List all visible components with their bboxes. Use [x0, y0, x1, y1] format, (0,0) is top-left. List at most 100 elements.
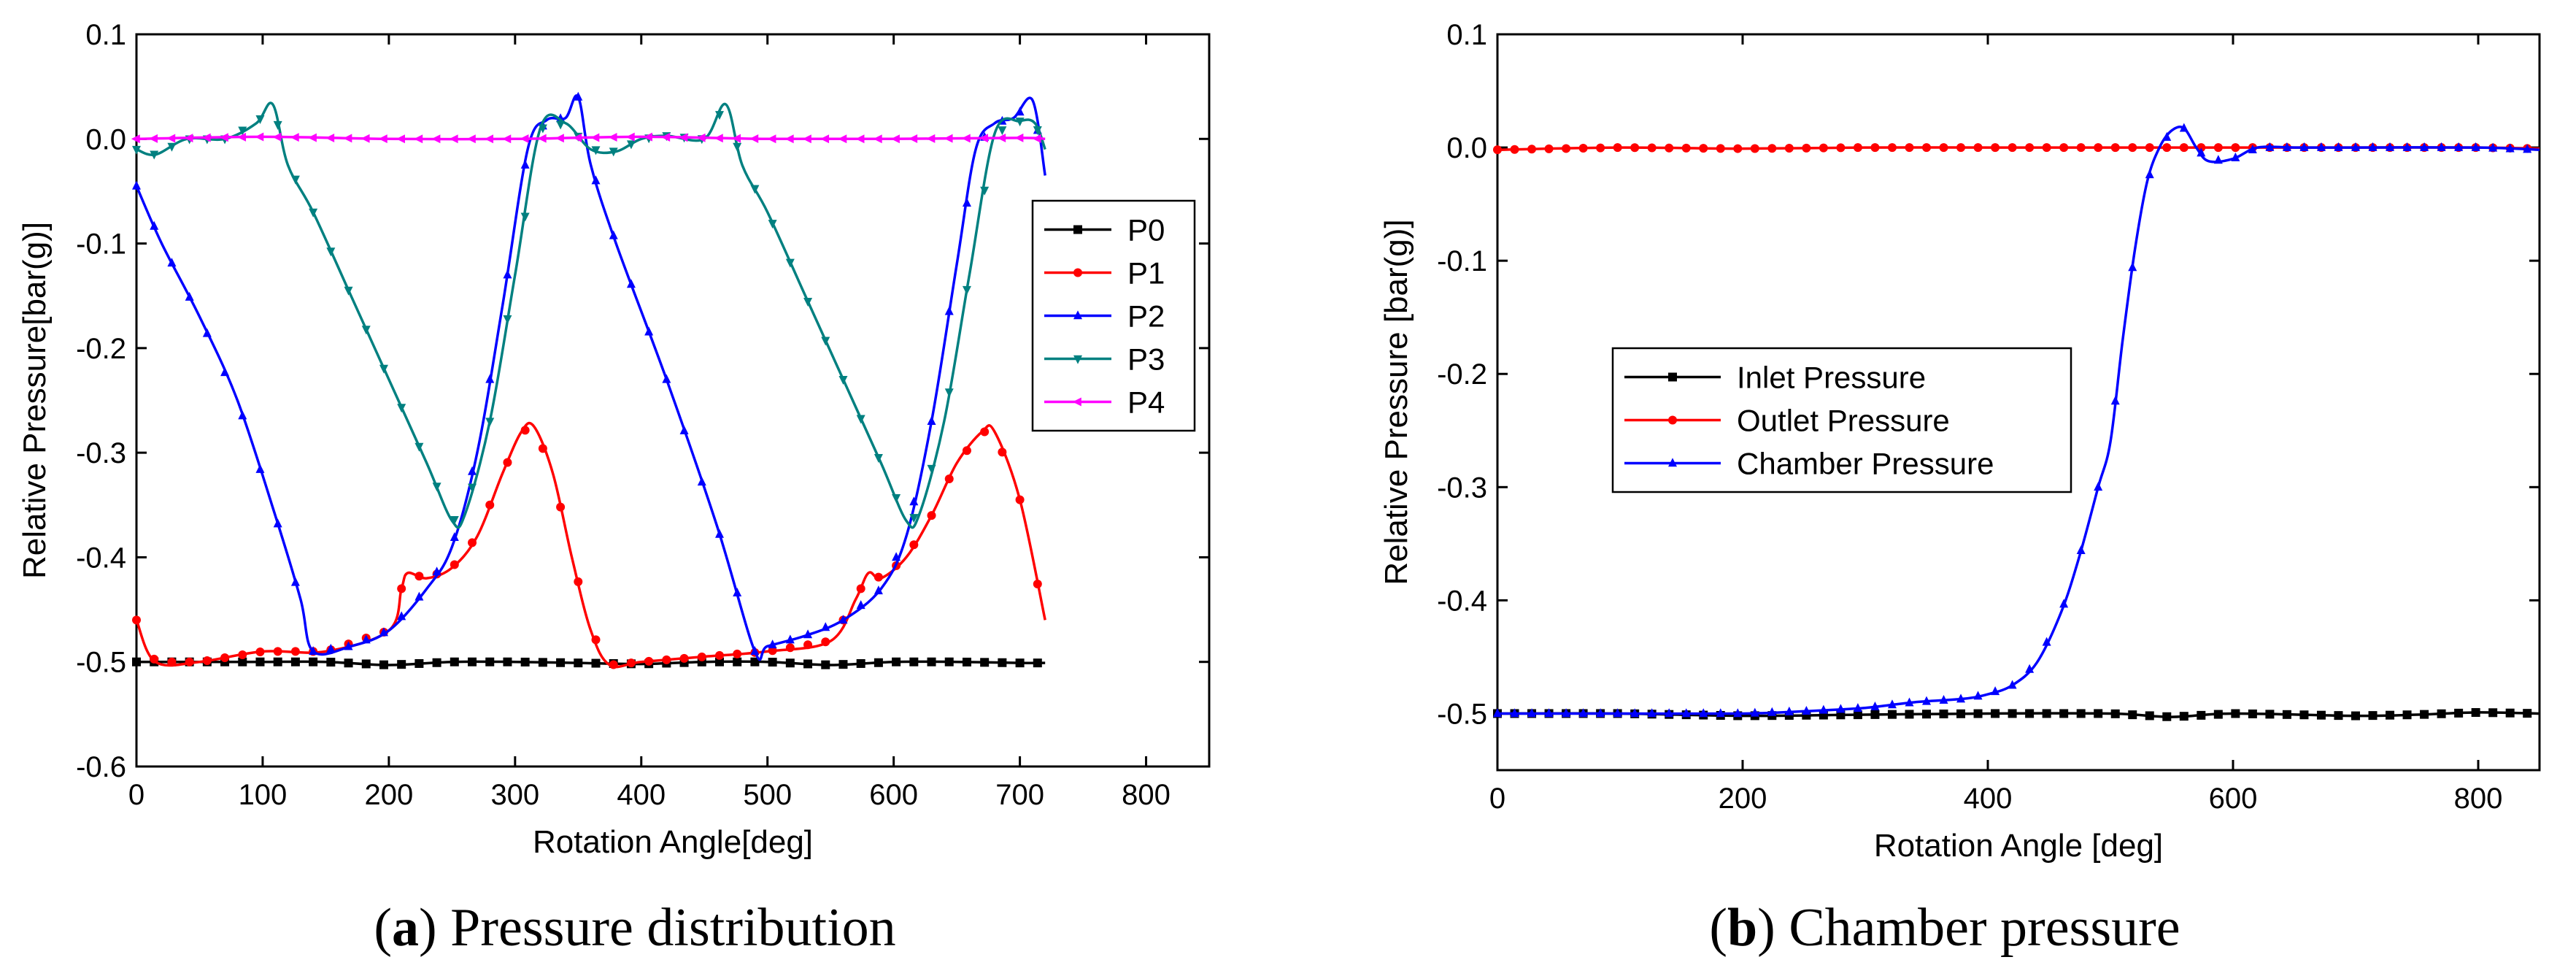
- chart-a-series-point: [273, 647, 282, 656]
- chart-b-series-point: [1905, 710, 1914, 719]
- chart-b-legend-label: Outlet Pressure: [1737, 404, 1950, 438]
- chart-a-series-point: [290, 133, 299, 142]
- chart-b-series-point: [2145, 169, 2154, 179]
- chart-b-x-tick-label: 400: [1964, 783, 2013, 815]
- chart-a-series-point: [520, 657, 530, 666]
- chart-b-series-point: [2094, 143, 2103, 153]
- chart-a-series-point: [556, 502, 566, 512]
- chart-a-series-point: [503, 315, 512, 324]
- chart-b-legend-label: Chamber Pressure: [1737, 447, 1994, 481]
- chart-a-series-point: [273, 518, 282, 528]
- chart-b-series-point: [2059, 599, 2069, 608]
- chart-b-series-point: [1544, 144, 1554, 153]
- chart-b-y-tick-label: 0.0: [1446, 132, 1487, 164]
- chart-a-series-point: [591, 635, 601, 645]
- chart-b-series-point: [2368, 711, 2378, 721]
- chart-a-y-tick-label: 0.0: [85, 123, 126, 155]
- chart-a-series-point: [273, 657, 282, 666]
- chart-a-series-point: [697, 652, 706, 661]
- chart-a-series-point: [309, 657, 318, 666]
- chart-b-series-point: [2368, 142, 2378, 151]
- chart-a-series-point: [309, 646, 318, 656]
- chart-a-series-point: [927, 464, 936, 474]
- chart-a-series-point: [432, 566, 441, 576]
- chart-b-series-point: [2231, 152, 2240, 161]
- chart-a-series-point: [944, 388, 954, 398]
- chart-b-series-point: [1613, 708, 1622, 718]
- chart-a-series-point: [590, 133, 600, 142]
- chart-b-plot-frame: [1496, 33, 2541, 772]
- chart-a-x-tick-label: 0: [128, 779, 144, 811]
- chart-a-series-point: [732, 134, 741, 143]
- chart-a-series-point: [414, 134, 423, 144]
- chart-a-series-point: [944, 134, 953, 143]
- chart-a-series-point: [325, 133, 335, 142]
- chart-a-y-axis-title: Relative Pressure[bar(g)]: [17, 222, 53, 579]
- chart-b-x-axis-title: Rotation Angle [deg]: [1874, 828, 2163, 864]
- chart-a-series-point: [821, 637, 830, 647]
- chart-b-series-point: [2110, 143, 2120, 153]
- chart-a-series-point: [892, 552, 901, 561]
- chart-a-series-point: [874, 572, 883, 582]
- chart-b-series-point: [1939, 143, 1948, 153]
- chart-a-series-point: [980, 427, 990, 437]
- chart-a-series-point: [132, 145, 141, 155]
- chart-a-series-point: [768, 658, 777, 667]
- chart-a-series-point: [343, 134, 352, 143]
- chart-b-series-point: [2437, 142, 2446, 151]
- chart-b-series-point: [1802, 705, 1811, 715]
- chart-a-series-point: [503, 657, 512, 666]
- chart-a-series-point: [785, 258, 795, 268]
- chart-b-series-point: [1544, 708, 1554, 718]
- chart-b-series-point: [2042, 709, 2051, 718]
- chart-b-y-tick-label: -0.5: [1437, 698, 1487, 730]
- chart-a-series-point: [767, 134, 776, 144]
- chart-b-series-point: [2162, 143, 2172, 153]
- chart-a-series-point: [625, 132, 635, 142]
- chart-b-series-point: [2145, 711, 2154, 721]
- chart-b-legend-label: Inlet Pressure: [1737, 361, 1926, 395]
- chart-a-series-point: [784, 134, 794, 144]
- chart-b-series-point: [2025, 709, 2035, 718]
- chart-a-series-point: [591, 146, 601, 155]
- chart-b-series-point: [1956, 143, 1966, 153]
- chart-a-series-point: [750, 657, 760, 666]
- chart-b-series-point: [2213, 155, 2223, 164]
- chart-b-x-tick-label: 800: [2454, 783, 2503, 815]
- chart-b-series-point: [2076, 143, 2086, 153]
- chart-a-series-point: [432, 483, 441, 492]
- chart-b-series-point: [2454, 708, 2464, 718]
- chart-b-series-point: [1596, 708, 1605, 718]
- chart-a-series-point: [290, 577, 300, 586]
- chart-a-series-point: [750, 185, 760, 194]
- chart-a-series-point: [856, 584, 865, 593]
- caption-b-close: ): [1757, 898, 1775, 958]
- chart-a-series-point: [538, 658, 547, 667]
- chart-a-series-5: [131, 132, 1046, 144]
- chart-b-series-point: [1991, 143, 2000, 153]
- chart-a-series-point: [962, 657, 971, 666]
- chart-b-series-point: [1956, 693, 1966, 703]
- chart-b-series-point: [1630, 708, 1640, 718]
- chart-b: 0 200 400 600 800 0.1 0.0 -0.1 -0.2 -0.3 -0.4 -0.5 R…: [1378, 19, 2541, 864]
- chart-a-series-point: [1015, 107, 1025, 116]
- chart-a-series-point: [361, 659, 371, 669]
- chart-a-y-tick-label: -0.3: [76, 437, 126, 469]
- chart-a-series-point: [378, 134, 387, 144]
- chart-b-series-point: [1665, 708, 1674, 718]
- chart-b-series-point: [1750, 707, 1759, 717]
- chart-a-series-point: [591, 175, 601, 185]
- chart-a-series-point: [1033, 126, 1042, 135]
- chart-b-series-point: [1596, 143, 1605, 153]
- chart-b-series-point: [1527, 708, 1537, 718]
- caption-b-open: (: [1709, 898, 1727, 958]
- caption-b-tag: b: [1727, 898, 1757, 958]
- chart-a-series-point: [538, 444, 547, 453]
- chart-a-series-point: [202, 656, 212, 665]
- chart-a-series-point: [944, 306, 954, 315]
- chart-b-series-point: [1939, 710, 1948, 719]
- chart-a-series-point: [785, 643, 795, 653]
- caption-a: (a) Pressure distribution: [374, 898, 895, 958]
- chart-a-series-point: [733, 142, 742, 152]
